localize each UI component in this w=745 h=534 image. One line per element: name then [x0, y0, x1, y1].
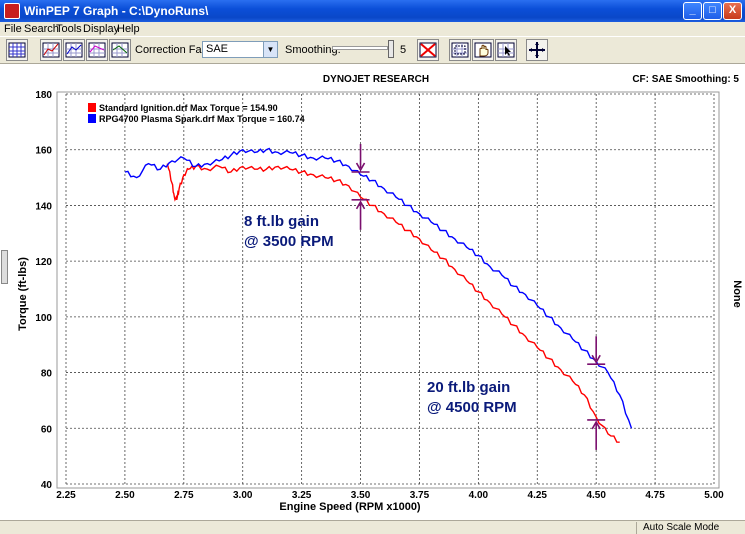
minimize-button[interactable]: _	[683, 2, 702, 20]
clear-icon[interactable]	[417, 39, 439, 61]
graph-header-title: DYNOJET RESEARCH	[323, 74, 429, 85]
app-icon	[4, 3, 20, 19]
correction-factor-label: Correction Factor:	[135, 44, 224, 56]
grid-layer	[65, 93, 715, 485]
legend-swatch	[88, 114, 96, 123]
smoothing-label: Smoothing:	[285, 44, 341, 56]
annotation-text: 8 ft.lb gain	[244, 213, 319, 230]
menu-tools[interactable]: Tools	[56, 23, 82, 35]
correction-factor-value: SAE	[206, 43, 229, 55]
legend-entry: RPG4700 Plasma Spark.drf Max Torque = 16…	[99, 114, 305, 124]
graph-icon[interactable]	[86, 39, 108, 61]
annotation-arrowhead-bottom	[355, 200, 366, 210]
scale-icon[interactable]	[449, 39, 471, 61]
x-tick-label: 3.50	[351, 490, 371, 501]
x-tick-label: 4.25	[528, 490, 548, 501]
y-tick-labels: 40 60 80 100 120 140 160 180	[35, 90, 52, 491]
smoothing-value: 5	[400, 44, 407, 56]
x-tick-label: 3.75	[410, 490, 430, 501]
status-bar: Auto Scale Mode	[0, 520, 745, 534]
annotation-arrowhead-top	[355, 162, 366, 172]
y-axis-label: Torque (ft-lbs)	[17, 257, 29, 331]
x-tick-label: 2.25	[56, 490, 76, 501]
y-tick-label: 120	[35, 257, 52, 268]
y-tick-label: 60	[41, 424, 53, 435]
x-axis-label: Engine Speed (RPM x1000)	[279, 501, 421, 513]
annotation-text: 20 ft.lb gain	[427, 379, 510, 396]
hand-icon[interactable]	[472, 39, 494, 61]
graph-header-right: CF: SAE Smoothing: 5	[632, 74, 739, 85]
cursor-icon[interactable]	[495, 39, 517, 61]
annotation-text: @ 4500 RPM	[427, 399, 517, 416]
close-button[interactable]: X	[723, 2, 742, 20]
graph-icon[interactable]	[109, 39, 131, 61]
x-tick-label: 2.50	[115, 490, 135, 501]
maximize-button[interactable]: □	[703, 2, 722, 20]
toolbar: Correction Factor: SAE ▼ Smoothing: 5	[0, 36, 745, 64]
menu-bar: File Search Tools Display Help	[0, 22, 745, 36]
x-tick-label: 4.50	[586, 490, 606, 501]
status-divider	[636, 522, 637, 534]
menu-file[interactable]: File	[4, 23, 22, 35]
legend-swatch	[88, 103, 96, 112]
x-tick-label: 4.75	[645, 490, 665, 501]
torque-chart: DYNOJET RESEARCH CF: SAE Smoothing: 5 40…	[17, 74, 743, 513]
x-tick-labels: 2.25 2.50 2.75 3.00 3.25 3.50 3.75 4.00 4.25 4.50…	[56, 490, 724, 501]
x-tick-label: 3.00	[233, 490, 253, 501]
plot-frame	[56, 91, 720, 489]
y-tick-label: 100	[35, 313, 52, 324]
graph-icon[interactable]	[63, 39, 85, 61]
x-tick-label: 3.25	[292, 490, 312, 501]
x-tick-label: 5.00	[704, 490, 724, 501]
annotation-text: @ 3500 RPM	[244, 233, 334, 250]
annotation-arrowhead-bottom	[591, 420, 601, 430]
y-tick-label: 140	[35, 201, 52, 212]
annotation-layer: 8 ft.lb gain @ 3500 RPM 20 ft.lb gain @ 450…	[244, 144, 606, 450]
title-bar: WinPEP 7 Graph - C:\DynoRuns\ _ □ X	[0, 0, 745, 22]
y-tick-label: 40	[41, 480, 53, 491]
smoothing-slider-thumb[interactable]	[388, 40, 394, 58]
grid-icon[interactable]	[6, 39, 28, 61]
legend-entry: Standard Ignition.drf Max Torque = 154.9…	[99, 103, 278, 113]
series-line-2	[124, 147, 633, 429]
y-tick-label: 160	[35, 146, 52, 157]
right-axis-label: None	[731, 280, 743, 308]
chevron-down-icon[interactable]: ▼	[263, 42, 277, 57]
graph-icon[interactable]	[40, 39, 62, 61]
window-title: WinPEP 7 Graph - C:\DynoRuns\	[24, 4, 209, 18]
graph-area: DYNOJET RESEARCH CF: SAE Smoothing: 5 40…	[0, 64, 745, 524]
y-tick-label: 180	[35, 90, 52, 101]
menu-display[interactable]: Display	[83, 23, 120, 35]
menu-search[interactable]: Search	[24, 23, 59, 35]
correction-factor-select[interactable]: SAE ▼	[202, 41, 278, 58]
x-tick-label: 4.00	[469, 490, 489, 501]
x-tick-label: 2.75	[174, 490, 194, 501]
annotation-arrowhead-top	[591, 354, 601, 364]
menu-help[interactable]: Help	[117, 23, 140, 35]
smoothing-slider-track[interactable]	[332, 46, 388, 50]
y-tick-label: 80	[41, 369, 53, 380]
splitter-handle[interactable]	[1, 250, 8, 284]
legend: Standard Ignition.drf Max Torque = 154.9…	[88, 103, 305, 124]
status-text: Auto Scale Mode	[643, 522, 720, 533]
crosshair-icon[interactable]	[526, 39, 548, 61]
